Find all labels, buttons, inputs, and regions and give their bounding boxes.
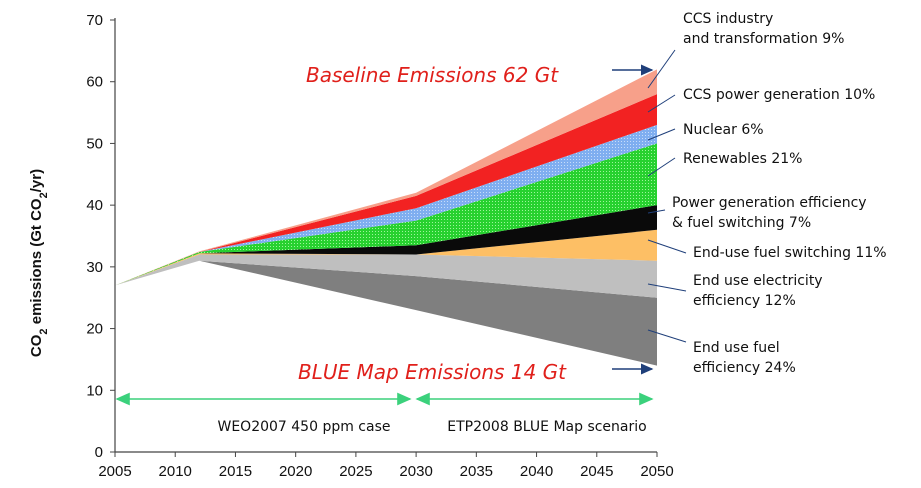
callout-leader (647, 239, 687, 254)
y-tick-labels: 0 10 20 30 40 50 60 70 (86, 12, 115, 461)
axes (114, 18, 657, 453)
callout-label: efficiency 24% (693, 360, 796, 376)
band-4 (115, 143, 657, 286)
baseline-emissions-label: Baseline Emissions 62 Gt (306, 63, 559, 87)
callout-label: & fuel switching 7% (672, 215, 811, 231)
callout-leader (647, 283, 687, 292)
callout-leader (647, 128, 676, 141)
callout-label: Nuclear 6% (683, 122, 764, 138)
x-tick-label: 2040 (520, 463, 553, 480)
y-tick-label: 10 (86, 382, 103, 399)
callout-label: CCS industry (683, 11, 773, 27)
band-2 (115, 229, 657, 286)
band-7 (115, 69, 657, 286)
x-tick-label: 2035 (460, 463, 493, 480)
band-1 (115, 254, 657, 298)
y-tick-label: 40 (86, 197, 103, 214)
x-tick-label: 2015 (219, 463, 252, 480)
period2-label: ETP2008 BLUE Map scenario (447, 419, 646, 435)
y-tick-label: 20 (86, 321, 103, 338)
y-tick-label: 0 (95, 444, 103, 461)
y-axis-label: CO2 emissions (Gt CO2/yr) (28, 169, 50, 357)
x-tick-label: 2045 (580, 463, 613, 480)
x-tick-labels: 2005 2010 2015 2020 2025 2030 2035 2040 2045 2050 (98, 452, 674, 480)
callout-leader (647, 94, 676, 113)
callout-label: CCS power generation 10% (683, 87, 875, 103)
callout-leader (647, 157, 676, 177)
callout-label: efficiency 12% (693, 293, 796, 309)
wedge-callouts: CCS industry and transformation 9% CCS pow… (647, 11, 887, 376)
x-tick-label: 2025 (339, 463, 372, 480)
y-tick-label: 30 (86, 259, 103, 276)
stacked-area-bands (115, 69, 657, 366)
y-tick-label: 70 (86, 12, 103, 29)
x-tick-label: 2030 (399, 463, 432, 480)
x-tick-label: 2005 (98, 463, 131, 480)
x-tick-label: 2010 (159, 463, 192, 480)
band-0 (115, 260, 657, 366)
x-tick-label: 2020 (279, 463, 312, 480)
period1-label: WEO2007 450 ppm case (217, 419, 390, 435)
y-tick-label: 60 (86, 74, 103, 91)
y-tick-label: 50 (86, 135, 103, 152)
bluemap-emissions-label: BLUE Map Emissions 14 Gt (298, 360, 567, 384)
x-tick-label: 2050 (640, 463, 673, 480)
callout-leader (647, 329, 687, 343)
callout-label: End use fuel (693, 340, 780, 356)
callout-leader (647, 49, 676, 89)
callout-label: and transformation 9% (683, 31, 844, 47)
callout-label: End-use fuel switching 11% (693, 245, 887, 261)
callout-label: Power generation efficiency (672, 195, 867, 211)
callout-label: Renewables 21% (683, 151, 802, 167)
callout-leader (647, 209, 666, 214)
callout-label: End use electricity (693, 273, 823, 289)
